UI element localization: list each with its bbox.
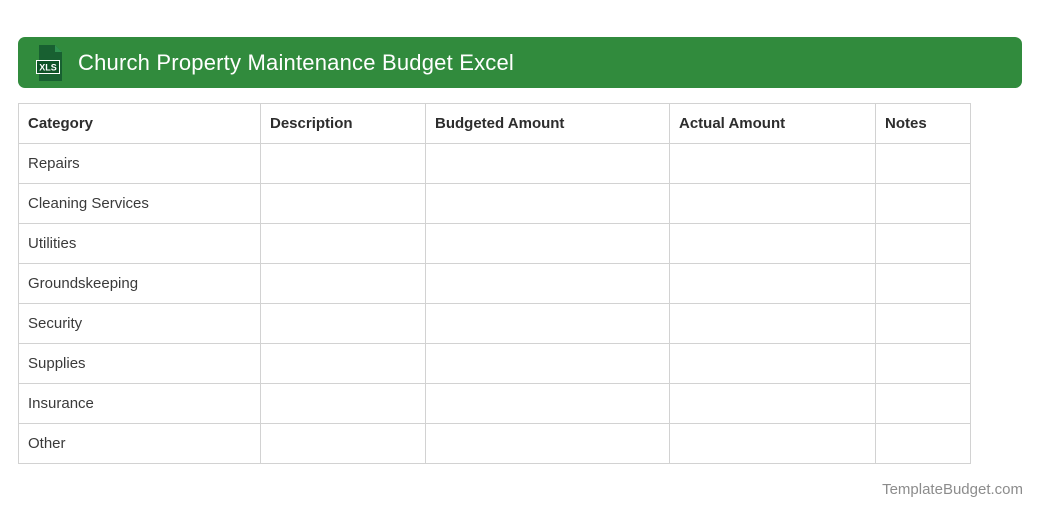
cell-description xyxy=(260,383,426,424)
cell-notes xyxy=(875,423,971,464)
cell-budgeted-amount xyxy=(425,263,670,304)
cell-budgeted-amount xyxy=(425,143,670,184)
column-header-category: Category xyxy=(18,103,261,144)
cell-budgeted-amount xyxy=(425,423,670,464)
watermark-text: TemplateBudget.com xyxy=(882,481,1023,498)
cell-description xyxy=(260,423,426,464)
cell-actual-amount xyxy=(669,183,876,224)
cell-notes xyxy=(875,183,971,224)
table-row: Supplies xyxy=(18,343,971,384)
cell-description xyxy=(260,263,426,304)
cell-budgeted-amount xyxy=(425,183,670,224)
cell-actual-amount xyxy=(669,143,876,184)
cell-actual-amount xyxy=(669,263,876,304)
table-row: Cleaning Services xyxy=(18,183,971,224)
cell-budgeted-amount xyxy=(425,303,670,344)
column-header-description: Description xyxy=(260,103,426,144)
cell-budgeted-amount xyxy=(425,383,670,424)
cell-notes xyxy=(875,223,971,264)
table-row: Other xyxy=(18,423,971,464)
table-row: Repairs xyxy=(18,143,971,184)
cell-description xyxy=(260,143,426,184)
budget-table: Category Description Budgeted Amount Act… xyxy=(18,103,971,464)
cell-category: Cleaning Services xyxy=(18,183,261,224)
table-header-row: Category Description Budgeted Amount Act… xyxy=(18,103,971,144)
column-header-actual-amount: Actual Amount xyxy=(669,103,876,144)
cell-notes xyxy=(875,303,971,344)
cell-budgeted-amount xyxy=(425,343,670,384)
cell-category: Insurance xyxy=(18,383,261,424)
cell-notes xyxy=(875,383,971,424)
page-title: Church Property Maintenance Budget Excel xyxy=(78,49,515,75)
table-row: Insurance xyxy=(18,383,971,424)
cell-category: Utilities xyxy=(18,223,261,264)
cell-category: Repairs xyxy=(18,143,261,184)
cell-category: Other xyxy=(18,423,261,464)
cell-actual-amount xyxy=(669,383,876,424)
cell-actual-amount xyxy=(669,223,876,264)
cell-description xyxy=(260,223,426,264)
xls-icon-label: XLS xyxy=(39,62,57,72)
cell-category: Supplies xyxy=(18,343,261,384)
column-header-notes: Notes xyxy=(875,103,971,144)
cell-notes xyxy=(875,263,971,304)
cell-notes xyxy=(875,343,971,384)
cell-notes xyxy=(875,143,971,184)
cell-category: Groundskeeping xyxy=(18,263,261,304)
table-row: Groundskeeping xyxy=(18,263,971,304)
cell-actual-amount xyxy=(669,343,876,384)
xls-file-icon: XLS xyxy=(36,44,63,81)
cell-actual-amount xyxy=(669,303,876,344)
column-header-budgeted-amount: Budgeted Amount xyxy=(425,103,670,144)
cell-description xyxy=(260,183,426,224)
cell-description xyxy=(260,303,426,344)
cell-category: Security xyxy=(18,303,261,344)
cell-budgeted-amount xyxy=(425,223,670,264)
title-bar: XLS Church Property Maintenance Budget E… xyxy=(18,37,1022,88)
table-row: Security xyxy=(18,303,971,344)
cell-actual-amount xyxy=(669,423,876,464)
cell-description xyxy=(260,343,426,384)
table-row: Utilities xyxy=(18,223,971,264)
